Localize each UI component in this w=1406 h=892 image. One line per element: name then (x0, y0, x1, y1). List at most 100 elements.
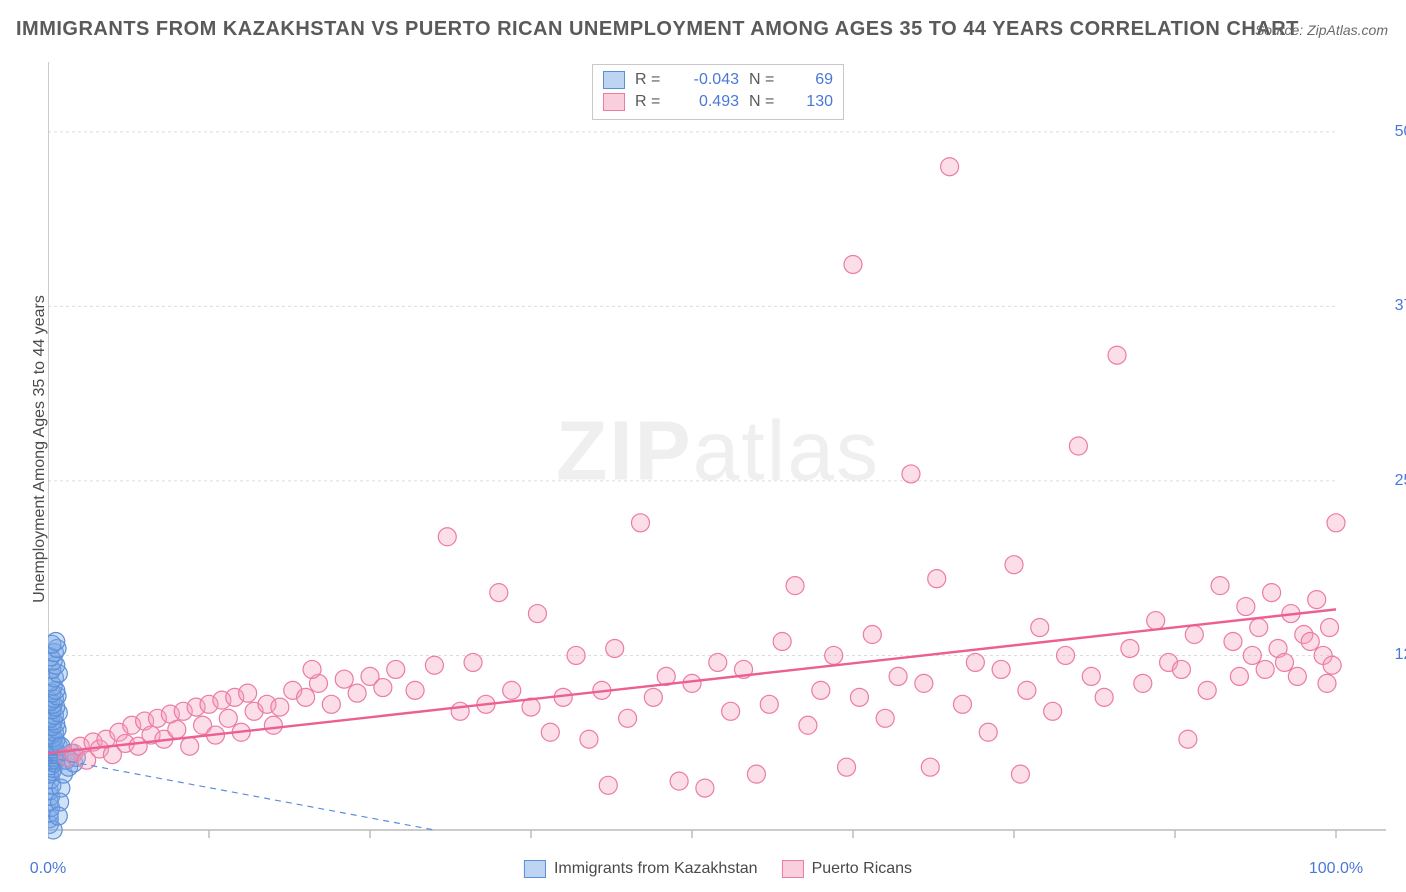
point-puerto-ricans (941, 158, 959, 176)
point-puerto-ricans (541, 723, 559, 741)
point-puerto-ricans (722, 702, 740, 720)
point-puerto-ricans (168, 720, 186, 738)
point-puerto-ricans (844, 255, 862, 273)
point-kazakhstan (49, 807, 67, 825)
point-puerto-ricans (1237, 598, 1255, 616)
point-puerto-ricans (322, 695, 340, 713)
point-puerto-ricans (966, 653, 984, 671)
point-puerto-ricans (1230, 667, 1248, 685)
x-tick-label: 100.0% (1309, 860, 1363, 878)
point-puerto-ricans (348, 684, 366, 702)
n-label: N = (749, 91, 783, 113)
point-puerto-ricans (1108, 346, 1126, 364)
point-puerto-ricans (902, 465, 920, 483)
n-label: N = (749, 69, 783, 91)
point-puerto-ricans (1250, 619, 1268, 637)
x-tick-label: 0.0% (30, 860, 66, 878)
trendline-kazakhstan (48, 757, 434, 830)
point-puerto-ricans (1211, 577, 1229, 595)
point-puerto-ricans (850, 688, 868, 706)
point-puerto-ricans (374, 679, 392, 697)
point-puerto-ricans (1018, 681, 1036, 699)
y-axis-label: Unemployment Among Ages 35 to 44 years (31, 269, 49, 629)
point-puerto-ricans (1095, 688, 1113, 706)
point-puerto-ricans (928, 570, 946, 588)
source-name: ZipAtlas.com (1307, 22, 1388, 38)
point-puerto-ricans (773, 632, 791, 650)
n-value: 69 (793, 69, 833, 91)
point-puerto-ricans (979, 723, 997, 741)
point-puerto-ricans (303, 660, 321, 678)
legend-label: Immigrants from Kazakhstan (554, 860, 758, 878)
point-puerto-ricans (1044, 702, 1062, 720)
point-puerto-ricans (580, 730, 598, 748)
legend-item-puerto-ricans: Puerto Ricans (782, 860, 913, 878)
point-puerto-ricans (889, 667, 907, 685)
point-puerto-ricans (696, 779, 714, 797)
point-puerto-ricans (503, 681, 521, 699)
point-puerto-ricans (1318, 674, 1336, 692)
source-attribution: Source: ZipAtlas.com (1255, 22, 1388, 38)
point-puerto-ricans (451, 702, 469, 720)
point-puerto-ricans (1256, 660, 1274, 678)
point-puerto-ricans (683, 674, 701, 692)
point-puerto-ricans (1179, 730, 1197, 748)
swatch-icon (603, 71, 625, 89)
series-legend: Immigrants from Kazakhstan Puerto Ricans (524, 860, 912, 878)
point-puerto-ricans (747, 765, 765, 783)
chart-area: ZIPatlas R =-0.043N =69R =0.493N =130 Im… (48, 62, 1388, 850)
point-puerto-ricans (335, 670, 353, 688)
y-tick-label: 50.0% (1395, 123, 1406, 141)
point-puerto-ricans (915, 674, 933, 692)
watermark-atlas: atlas (693, 404, 880, 498)
point-puerto-ricans (1308, 591, 1326, 609)
point-puerto-ricans (387, 660, 405, 678)
point-puerto-ricans (799, 716, 817, 734)
source-prefix: Source: (1255, 22, 1307, 38)
swatch-icon (782, 860, 804, 878)
r-label: R = (635, 91, 669, 113)
point-puerto-ricans (863, 626, 881, 644)
point-puerto-ricans (760, 695, 778, 713)
point-puerto-ricans (876, 709, 894, 727)
point-puerto-ricans (1327, 514, 1345, 532)
point-puerto-ricans (825, 646, 843, 664)
point-puerto-ricans (786, 577, 804, 595)
point-puerto-ricans (567, 646, 585, 664)
point-puerto-ricans (297, 688, 315, 706)
r-value: 0.493 (679, 91, 739, 113)
point-puerto-ricans (1134, 674, 1152, 692)
point-puerto-ricans (264, 716, 282, 734)
point-puerto-ricans (271, 698, 289, 716)
r-value: -0.043 (679, 69, 739, 91)
point-puerto-ricans (490, 584, 508, 602)
point-puerto-ricans (464, 653, 482, 671)
point-puerto-ricans (1011, 765, 1029, 783)
n-value: 130 (793, 91, 833, 113)
point-puerto-ricans (709, 653, 727, 671)
point-puerto-ricans (953, 695, 971, 713)
point-puerto-ricans (1301, 632, 1319, 650)
point-puerto-ricans (838, 758, 856, 776)
y-tick-label: 25.0% (1395, 472, 1406, 490)
point-puerto-ricans (219, 709, 237, 727)
y-tick-label: 12.5% (1395, 646, 1406, 664)
point-puerto-ricans (1243, 646, 1261, 664)
point-puerto-ricans (1005, 556, 1023, 574)
watermark: ZIPatlas (556, 403, 880, 500)
point-puerto-ricans (812, 681, 830, 699)
point-puerto-ricans (1147, 612, 1165, 630)
correlation-row-kazakhstan: R =-0.043N =69 (603, 69, 833, 91)
point-puerto-ricans (1185, 626, 1203, 644)
point-puerto-ricans (1172, 660, 1190, 678)
point-puerto-ricans (1288, 667, 1306, 685)
point-puerto-ricans (631, 514, 649, 532)
legend-label: Puerto Ricans (812, 860, 913, 878)
swatch-icon (524, 860, 546, 878)
point-puerto-ricans (1263, 584, 1281, 602)
y-tick-label: 37.5% (1395, 297, 1406, 315)
point-puerto-ricans (1057, 646, 1075, 664)
point-puerto-ricans (599, 776, 617, 794)
point-puerto-ricans (438, 528, 456, 546)
point-puerto-ricans (921, 758, 939, 776)
